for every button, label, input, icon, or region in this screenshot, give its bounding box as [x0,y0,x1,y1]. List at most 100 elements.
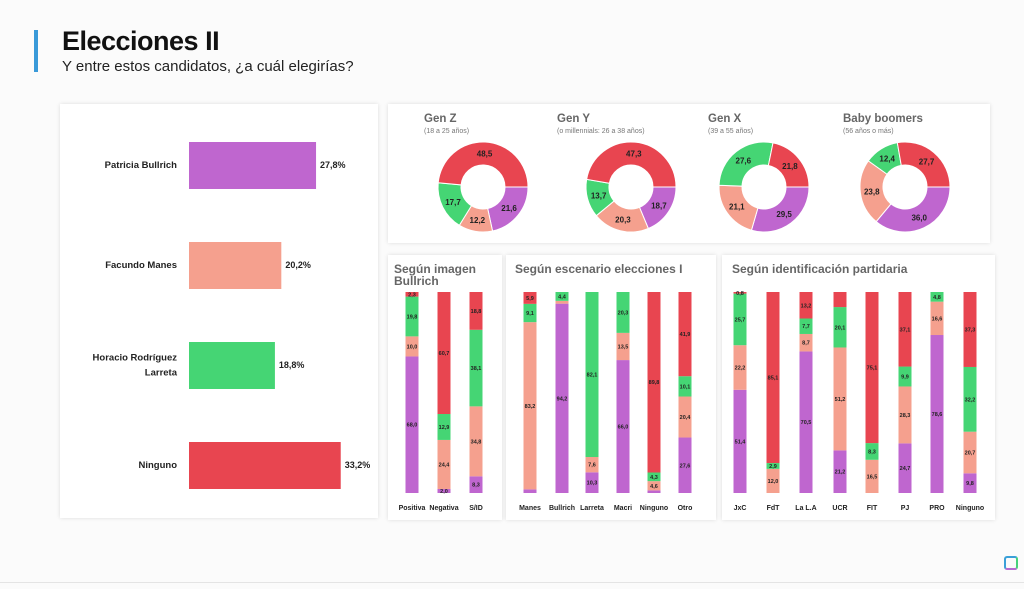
donut-value-label: 18,7 [651,202,667,211]
stacked-value-label: 28,3 [900,413,911,419]
stacked-category-label: JxC [734,505,747,512]
stacked-value-label: 85,1 [768,376,779,382]
bar-category-label: Ninguno [138,460,177,471]
stacked-category-label: Ninguno [956,505,984,512]
stacked-value-label: 4,8 [933,295,941,301]
stacked-segment-manes [733,345,747,390]
stacked-segment-bullrich [898,443,912,493]
bar-larreta [189,342,275,389]
footer-divider [0,582,1024,583]
stacked-value-label: 10,0 [407,344,418,350]
stacked-segment-bullrich [930,335,944,493]
donut-value-label: 21,8 [782,162,798,171]
stacked-value-label: 94,2 [557,396,568,402]
title-accent-bar [34,30,38,72]
stacked-segment-manes [469,406,483,477]
stacked-segment-larreta [616,292,630,333]
stacked-segment-larreta [523,303,537,323]
stacked-chart-title: Bullrich [394,274,439,288]
stacked-category-label: S/ID [469,505,483,512]
donut-slice-ninguno [767,142,810,188]
stacked-segment-bullrich [799,351,813,493]
stacked-value-label: 78,6 [932,412,943,418]
stacked-segment-manes [585,457,599,473]
stacked-value-label: 9,1 [526,311,534,317]
donut-value-label: 29,5 [776,210,792,219]
stacked-segment-bullrich [963,473,977,493]
stacked-value-label: 83,2 [525,404,536,410]
stacked-segment-larreta [733,293,747,346]
stacked-segment-manes [799,333,813,352]
stacked-category-label: Larreta [580,505,604,512]
stacked-segment-manes [963,431,977,474]
donut-value-label: 27,7 [919,157,935,166]
stacked-value-label: 13,2 [801,303,812,309]
donut-value-label: 47,3 [626,150,642,159]
stacked-category-label: Negativa [429,505,458,512]
bar-category-label: Larreta [145,368,178,379]
stacked-segment-bullrich [469,476,483,493]
stacked-segment-manes [898,386,912,444]
stacked-segment-manes [523,322,537,490]
stacked-category-label: FIT [867,505,878,512]
stacked-category-label: Bullrich [549,505,575,512]
stacked-segment-manes [437,439,451,489]
stacked-category-label: Macri [614,505,632,512]
stacked-value-label: 4,4 [558,294,567,300]
bar-bullrich [189,142,317,189]
stacked-value-label: 82,1 [587,373,598,379]
stacked-category-label: La L.A [795,505,816,512]
donut-value-label: 20,3 [615,216,631,225]
stacked-value-label: 68,0 [407,423,418,429]
stacked-value-label: 9,8 [966,481,974,487]
stacked-value-label: 66,0 [618,425,629,431]
stacked-value-label: 38,1 [471,366,482,372]
stacked-value-label: 20,3 [618,310,629,316]
stacked-value-label: 75,1 [867,366,878,372]
stacked-segment-manes [616,332,630,361]
stacked-segment-larreta [405,296,419,337]
stacked-value-label: 10,3 [587,481,598,487]
stacked-category-label: Ninguno [640,505,668,512]
stacked-segment-ninguno [833,292,847,308]
stacked-value-label: 89,8 [649,380,660,386]
stacked-segment-ninguno [898,292,912,367]
stacked-value-label: 12,0 [768,479,779,485]
stacked-segment-ninguno [963,292,977,367]
stacked-segment-manes [647,481,661,491]
stacked-segment-larreta [833,307,847,348]
bar-category-label: Facundo Manes [105,260,177,271]
stacked-value-label: 18,8 [471,309,482,315]
stacked-segment-manes [766,468,780,493]
stacked-value-label: 37,3 [965,327,976,333]
stacked-value-label: 2,3 [408,292,416,298]
stacked-segment-bullrich [437,488,451,493]
stacked-value-label: 20,1 [835,325,846,331]
stacked-segment-manes [865,459,879,493]
stacked-segment-ninguno [678,292,692,377]
donut-value-label: 27,6 [736,157,752,166]
stacked-segment-larreta [865,443,879,460]
stacked-value-label: 25,7 [735,317,746,323]
stacked-category-label: Positiva [399,505,426,512]
stacked-category-label: FdT [767,505,781,512]
brand-logo-icon [1004,556,1018,570]
stacked-segment-ninguno [469,292,483,330]
stacked-value-label: 19,8 [407,314,418,320]
stacked-value-label: 37,1 [900,327,911,333]
stacked-segment-bullrich [733,389,747,493]
donut-value-label: 36,0 [911,213,927,222]
stacked-segment-ninguno [647,292,661,473]
donut-subtitle: (18 a 25 años) [424,128,469,135]
stacked-category-label: PJ [901,505,910,512]
stacked-segment-larreta [766,463,780,469]
stacked-segment-bullrich [678,437,692,493]
stacked-value-label: 70,5 [801,420,812,426]
stacked-value-label: 21,2 [835,470,846,476]
stacked-segment-larreta [930,292,944,302]
stacked-segment-bullrich [647,490,661,493]
bar-category-label: Horacio Rodríguez [93,353,178,364]
stacked-category-label: Otro [678,505,693,512]
stacked-value-label: 51,4 [735,439,747,445]
donut-slice-ninguno [586,141,677,188]
